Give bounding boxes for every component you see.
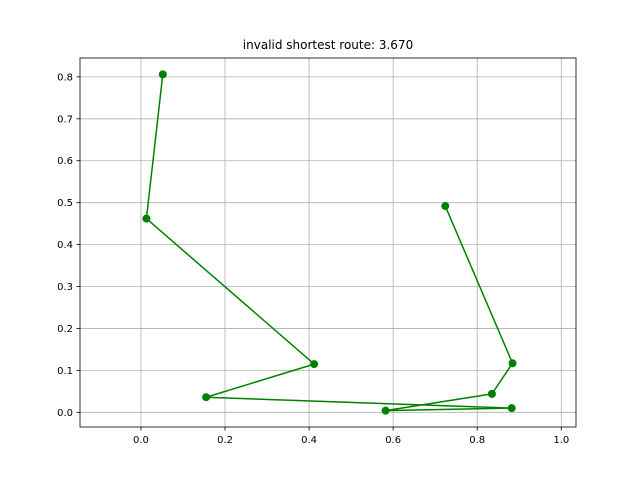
route-point <box>202 393 211 402</box>
route-point <box>487 389 496 398</box>
route-point <box>310 360 319 369</box>
chart-title: invalid shortest route: 3.670 <box>243 38 413 52</box>
tick-layer: 0.0 0.2 0.4 0.6 0.8 1.0 0.0 0.1 0.2 0.3 0.4 0.5 0.6 0… <box>57 72 569 446</box>
y-tick-label: 0.2 <box>57 324 73 335</box>
x-tick-label: 0.2 <box>217 435 233 446</box>
axes-frame <box>79 57 577 428</box>
grid-lines <box>80 58 576 427</box>
y-tick-label: 0.3 <box>57 282 73 293</box>
x-tick-label: 0.6 <box>385 435 401 446</box>
series-layer <box>142 70 517 415</box>
y-tick-label: 0.7 <box>57 114 73 125</box>
route-point <box>158 70 167 79</box>
x-tick-label: 0.4 <box>301 435 317 446</box>
y-tick-label: 0.1 <box>57 366 73 377</box>
route-point <box>441 202 450 211</box>
x-tick-label: 0.0 <box>133 435 149 446</box>
y-tick-label: 0.0 <box>57 408 73 419</box>
x-tick-label: 1.0 <box>553 435 569 446</box>
y-tick-label: 0.8 <box>57 72 73 83</box>
y-tick-label: 0.6 <box>57 156 73 167</box>
y-tick-label: 0.4 <box>57 240 73 251</box>
route-point <box>381 406 390 415</box>
route-point <box>507 404 516 413</box>
route-point <box>508 359 517 368</box>
route-point <box>142 214 151 223</box>
y-tick-label: 0.5 <box>57 198 73 209</box>
x-tick-label: 0.8 <box>469 435 485 446</box>
